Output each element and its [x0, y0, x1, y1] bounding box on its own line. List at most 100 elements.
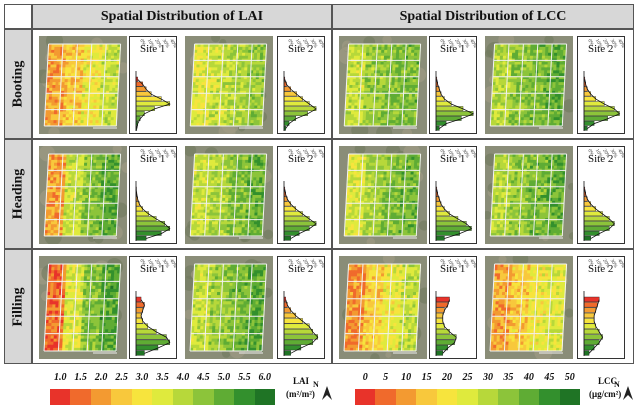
hist-bar	[435, 226, 472, 231]
panel-lai-filling: 0% 10% 20% 30% 40% Site 1 0% 10% 20% 30% 40% Site 2	[32, 249, 332, 364]
plot-grid-line	[372, 154, 378, 236]
legend-tick: 1.0	[53, 372, 67, 383]
hist-axis-tick: 0%	[286, 259, 294, 267]
site-label: Site 1	[140, 153, 166, 165]
plot-grid-line	[547, 154, 553, 236]
legend-swatch	[375, 389, 396, 405]
site-label: Site 1	[440, 263, 466, 275]
north-label: N	[614, 380, 620, 389]
hist-axis-tick: 40%	[168, 259, 177, 269]
legend-lai-title: LAI	[293, 376, 310, 386]
plot-grid-line	[561, 154, 568, 236]
field-map	[338, 34, 427, 142]
field-plot	[189, 153, 268, 237]
hist-axis-tick: 20%	[453, 39, 462, 49]
plot-grid-line	[247, 264, 253, 351]
plot-grid-line	[232, 154, 239, 236]
histogram-site-2: 0% 10% 20% 30% 40% Site 2	[277, 36, 325, 134]
legend-tick: 5	[383, 372, 389, 383]
field-map	[38, 144, 133, 246]
stage-label: Heading	[10, 168, 26, 220]
legend-tick: 3.5	[156, 372, 169, 383]
field-plot	[343, 263, 422, 352]
hist-axis-tick: 40%	[468, 149, 477, 159]
hist-axis-tick: 20%	[601, 259, 610, 269]
legend-swatch	[131, 389, 153, 405]
hist-bar	[283, 226, 310, 231]
hist-axis-tick: 10%	[294, 149, 303, 159]
hist-axis-tick: 40%	[168, 149, 177, 159]
hist-bar	[135, 350, 145, 356]
legend-swatch	[50, 389, 71, 405]
site-label: Site 2	[288, 263, 314, 275]
legend-tick: 40	[523, 372, 534, 383]
plot-grid-line	[401, 44, 407, 126]
plot-grid-line	[504, 154, 510, 236]
plot-grid-line	[101, 264, 107, 351]
plot-grid-line	[561, 44, 568, 126]
hist-bar	[435, 318, 443, 324]
hist-curve	[136, 79, 171, 129]
hist-bar	[283, 235, 291, 241]
plot-grid-line	[189, 44, 196, 126]
hist-bar	[583, 323, 597, 329]
plot-grid-line	[343, 264, 350, 351]
legend-lcc-unit: (μg/cm²)	[589, 389, 622, 399]
hist-bar	[583, 307, 597, 313]
plot-grid-line	[86, 44, 93, 126]
plot-grid-line	[189, 154, 196, 236]
plot-grid-line	[372, 44, 378, 126]
hist-bar	[583, 216, 610, 221]
plot-grid-line	[561, 264, 568, 351]
plot-grid-line	[343, 44, 350, 126]
hist-bar	[583, 339, 600, 345]
histogram-site-2: 0% 10% 20% 30% 40% Site 2	[277, 256, 325, 359]
hist-axis-tick: 20%	[153, 149, 162, 159]
hist-axis-tick: 0%	[586, 149, 594, 157]
plot-grid-line	[415, 264, 422, 351]
legend-swatch	[539, 389, 560, 405]
plot-grid-line	[189, 264, 196, 351]
field-map	[339, 143, 430, 247]
plot-grid-line	[232, 264, 239, 351]
hist-bar	[135, 101, 170, 107]
row-label-booting: Booting	[4, 29, 32, 139]
legend-swatch	[436, 389, 458, 405]
field-map	[184, 144, 274, 244]
hist-bar	[135, 296, 142, 302]
plot-grid-line	[358, 44, 364, 126]
map-site-1	[339, 143, 430, 247]
hist-axis-tick: 10%	[146, 39, 155, 49]
hist-curve	[140, 299, 171, 354]
legend-tick: 5.0	[217, 372, 231, 383]
field-map	[185, 33, 273, 141]
plot-grid-line	[204, 154, 210, 236]
map-site-1	[339, 252, 434, 363]
hist-axis-tick: 10%	[594, 149, 603, 159]
legend-tick: 4.0	[176, 372, 190, 383]
legend-swatch	[70, 389, 91, 405]
plot-grid-line	[386, 44, 393, 126]
field-map	[483, 31, 576, 134]
hist-axis-tick: 0%	[286, 39, 294, 47]
hist-axis-tick: 30%	[609, 149, 618, 159]
field-plot	[189, 263, 268, 352]
panel-lai-booting: 0% 10% 20% 30% 40% Site 1 0% 10% 20% 30% 40% Site 2	[32, 29, 332, 141]
hist-axis-tick: 40%	[168, 39, 177, 49]
hist-bar	[283, 216, 310, 221]
legend-lai: 1.0 1.5 2.0 2.5 3.0 3.5 4.0 4.5 5.0 5.5 6.0 LAI (m…	[50, 372, 332, 408]
hist-bar	[283, 86, 291, 92]
plot-grid-line	[101, 44, 107, 126]
plot-grid-line	[232, 44, 239, 126]
panel-lcc-filling: 0% 10% 20% 30% 40% Site 1 0% 10% 20% 30% 40% Site 2	[332, 249, 634, 364]
histogram-site-1: 0% 10% 20% 30% 40% Site 1	[129, 146, 177, 244]
site-label: Site 2	[288, 43, 314, 55]
plot-grid-line	[547, 264, 553, 351]
field-map	[181, 256, 273, 359]
hist-bar	[135, 339, 170, 345]
hist-axis-tick: 0%	[138, 39, 146, 47]
legend-swatch	[559, 389, 580, 405]
hist-axis-tick: 40%	[468, 259, 477, 269]
plot-grid-line	[358, 154, 364, 236]
plot-grid-line	[261, 154, 268, 236]
